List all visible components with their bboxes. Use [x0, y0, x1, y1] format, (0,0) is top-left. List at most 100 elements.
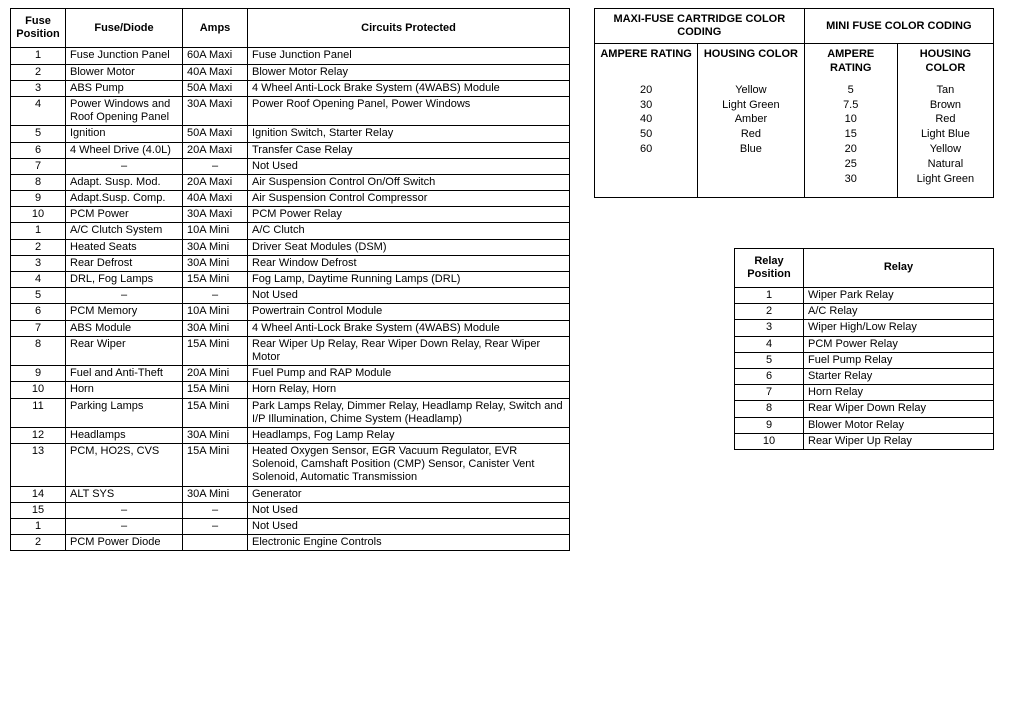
cell: Headlamps — [66, 427, 183, 443]
mini-title: MINI FUSE COLOR CODING — [804, 9, 993, 44]
cell: Horn — [66, 382, 183, 398]
cell: Starter Relay — [804, 368, 994, 384]
cell: Rear Wiper Up Relay, Rear Wiper Down Rel… — [248, 336, 570, 365]
value: Yellow — [702, 83, 799, 98]
fuse-table-region: Fuse Position Fuse/Diode Amps Circuits P… — [10, 8, 570, 551]
value: Red — [702, 127, 799, 142]
cell: 3 — [735, 320, 804, 336]
table-row: 14ALT SYS30A MiniGenerator — [11, 486, 570, 502]
cell: Adapt.Susp. Comp. — [66, 191, 183, 207]
cell: Generator — [248, 486, 570, 502]
cell: 20A Maxi — [183, 142, 248, 158]
cell: DRL, Fog Lamps — [66, 272, 183, 288]
cell: 15A Mini — [183, 272, 248, 288]
table-row: 4PCM Power Relay — [735, 336, 994, 352]
cell: 13 — [11, 444, 66, 487]
table-row: 2A/C Relay — [735, 304, 994, 320]
cell: Fuse Junction Panel — [66, 48, 183, 64]
cell: 15A Mini — [183, 336, 248, 365]
cell: ABS Module — [66, 320, 183, 336]
cell: 4 — [735, 336, 804, 352]
cell: A/C Clutch System — [66, 223, 183, 239]
value: Light Green — [702, 98, 799, 113]
cell: 1 — [11, 223, 66, 239]
cell: Not Used — [248, 158, 570, 174]
cell: 6 — [11, 142, 66, 158]
table-row: 1Wiper Park Relay — [735, 288, 994, 304]
cell: – — [183, 502, 248, 518]
maxi-colors: YellowLight GreenAmberRedBlue — [698, 79, 804, 197]
cell: 1 — [11, 519, 66, 535]
cell: Rear Window Defrost — [248, 255, 570, 271]
cell: 9 — [11, 366, 66, 382]
cell: 8 — [11, 336, 66, 365]
cell: 5 — [735, 352, 804, 368]
value: Natural — [902, 157, 989, 172]
table-row: 1––Not Used — [11, 519, 570, 535]
table-row: 64 Wheel Drive (4.0L)20A MaxiTransfer Ca… — [11, 142, 570, 158]
value: Brown — [902, 98, 989, 113]
value: Red — [902, 112, 989, 127]
cell: 10 — [11, 382, 66, 398]
color-coding-table: MAXI-FUSE CARTRIDGE COLOR CODING MINI FU… — [594, 8, 994, 198]
cell: 40A Maxi — [183, 64, 248, 80]
value: Light Blue — [902, 127, 989, 142]
col-amps: Amps — [183, 9, 248, 48]
cell: Transfer Case Relay — [248, 142, 570, 158]
table-row: 2PCM Power DiodeElectronic Engine Contro… — [11, 535, 570, 551]
cell: Fog Lamp, Daytime Running Lamps (DRL) — [248, 272, 570, 288]
cell: Fuel Pump and RAP Module — [248, 366, 570, 382]
value: 10 — [809, 112, 893, 127]
cell: 50A Maxi — [183, 126, 248, 142]
table-row: 6Starter Relay — [735, 368, 994, 384]
cell: 30A Maxi — [183, 96, 248, 125]
cell: 30A Mini — [183, 320, 248, 336]
cell: 7 — [735, 385, 804, 401]
cell: PCM Power — [66, 207, 183, 223]
value: 30 — [599, 98, 693, 113]
cell: Horn Relay, Horn — [248, 382, 570, 398]
cell: 40A Maxi — [183, 191, 248, 207]
table-row: 3ABS Pump50A Maxi4 Wheel Anti-Lock Brake… — [11, 80, 570, 96]
cell: Rear Wiper — [66, 336, 183, 365]
cell: 50A Maxi — [183, 80, 248, 96]
table-row: 11Parking Lamps15A MiniPark Lamps Relay,… — [11, 398, 570, 427]
cell: – — [183, 288, 248, 304]
cell: 6 — [735, 368, 804, 384]
cell: 15A Mini — [183, 444, 248, 487]
value: 30 — [809, 172, 893, 187]
cell: ABS Pump — [66, 80, 183, 96]
cell: PCM Power Relay — [804, 336, 994, 352]
cell: PCM Memory — [66, 304, 183, 320]
table-row: 7––Not Used — [11, 158, 570, 174]
cell: Fuel Pump Relay — [804, 352, 994, 368]
table-row: 8Rear Wiper Down Relay — [735, 401, 994, 417]
cell: 4 Wheel Drive (4.0L) — [66, 142, 183, 158]
color-values-row: 2030405060 YellowLight GreenAmberRedBlue… — [595, 79, 994, 197]
cell: – — [66, 519, 183, 535]
table-row: 5––Not Used — [11, 288, 570, 304]
value: 40 — [599, 112, 693, 127]
table-row: 7Horn Relay — [735, 385, 994, 401]
cell: Powertrain Control Module — [248, 304, 570, 320]
cell: Park Lamps Relay, Dimmer Relay, Headlamp… — [248, 398, 570, 427]
cell: 30A Mini — [183, 255, 248, 271]
cell: 5 — [11, 126, 66, 142]
col-circuits: Circuits Protected — [248, 9, 570, 48]
maxi-amps: 2030405060 — [595, 79, 698, 197]
cell: 10A Mini — [183, 223, 248, 239]
table-row: 8Adapt. Susp. Mod.20A MaxiAir Suspension… — [11, 174, 570, 190]
table-row: 3Wiper High/Low Relay — [735, 320, 994, 336]
right-column: MAXI-FUSE CARTRIDGE COLOR CODING MINI FU… — [594, 8, 994, 450]
cell: Ignition — [66, 126, 183, 142]
cell: – — [183, 519, 248, 535]
cell: PCM Power Relay — [248, 207, 570, 223]
cell: Horn Relay — [804, 385, 994, 401]
cell: 60A Maxi — [183, 48, 248, 64]
cell: Blower Motor Relay — [804, 417, 994, 433]
cell: Parking Lamps — [66, 398, 183, 427]
table-row: 2Heated Seats30A MiniDriver Seat Modules… — [11, 239, 570, 255]
value: Tan — [902, 83, 989, 98]
cell: 10A Mini — [183, 304, 248, 320]
cell: Ignition Switch, Starter Relay — [248, 126, 570, 142]
